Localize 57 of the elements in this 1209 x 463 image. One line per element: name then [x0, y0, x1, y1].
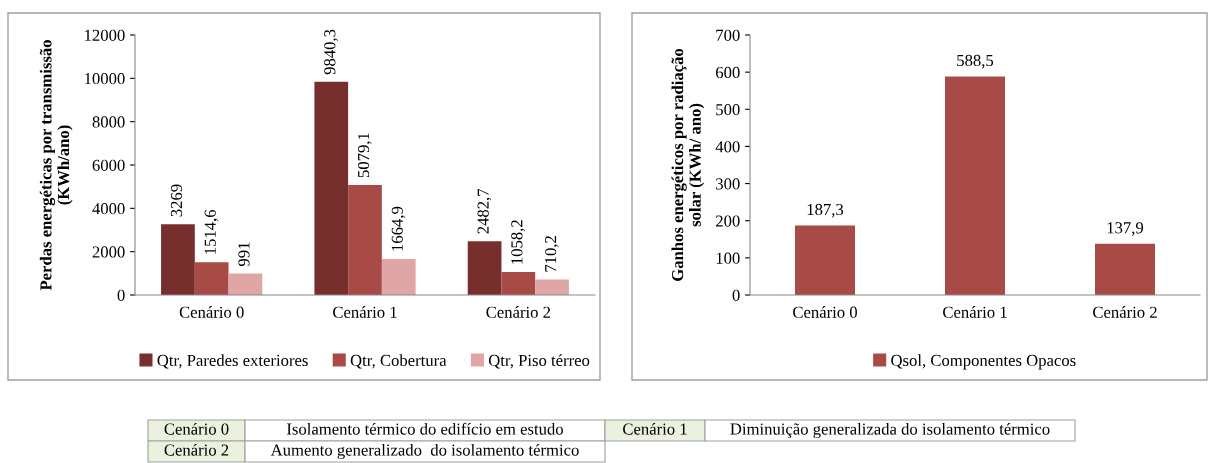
bar — [795, 225, 855, 295]
y-axis-title: Ganhos energéticos por radiação solar (KWh/ ano) — [671, 48, 705, 281]
data-label: 1514,6 — [204, 209, 219, 254]
bar — [1095, 243, 1155, 295]
legend-label: Qsol, Componentes Opacos — [891, 354, 1076, 370]
legend-label: Qtr, Cobertura — [350, 354, 447, 369]
y-tick-label: 300 — [716, 178, 740, 190]
y-axis-title: Perdas energéticas por transmissão (KWh/ano) — [39, 40, 73, 291]
data-label: 187,3 — [807, 203, 844, 218]
y-tick-label: 500 — [716, 103, 740, 116]
bar — [381, 258, 416, 295]
data-label: 137,9 — [1107, 222, 1144, 236]
bar — [348, 184, 382, 295]
y-tick-label: 200 — [716, 215, 740, 227]
legend-label: Qtr, Paredes exteriores — [157, 354, 308, 369]
y-tick-label: 8000 — [92, 116, 125, 128]
text: Isolamento térmico do edifício em estudo — [286, 422, 563, 435]
text: Aumento generalizado do isolamento térmico — [270, 443, 579, 460]
y-tick-label: 10000 — [85, 73, 125, 85]
x-tick-label: Cenário 2 — [486, 306, 551, 318]
y-tick-label: 6000 — [92, 159, 125, 171]
y-tick-label: 400 — [715, 141, 740, 153]
data-label: 2482,7 — [477, 188, 492, 234]
data-label: 1058,2 — [511, 220, 525, 264]
y-tick-label: 600 — [715, 66, 740, 79]
y-tick-label: 12000 — [85, 29, 125, 41]
data-label: 5079,1 — [357, 133, 372, 178]
data-label: 991 — [238, 242, 250, 267]
x-tick-label: Cenário 0 — [179, 306, 244, 318]
x-tick-label: Cenário 1 — [943, 306, 1007, 318]
x-tick-label: Cenário 1 — [333, 306, 397, 318]
data-label: 3269 — [170, 184, 183, 217]
text: Cenário 0 — [164, 422, 229, 435]
bar — [228, 273, 263, 295]
bar — [535, 279, 569, 295]
bar — [501, 272, 536, 295]
bar — [467, 241, 502, 295]
bar — [161, 224, 195, 295]
y-tick-label: 0 — [732, 289, 740, 301]
x-tick-label: Cenário 0 — [793, 306, 857, 318]
text: Cenário 1 — [623, 422, 687, 435]
legend-label: Qtr, Piso térreo — [488, 354, 590, 369]
y-tick-label: 700 — [716, 29, 740, 41]
bar — [194, 262, 229, 295]
bar — [945, 76, 1005, 295]
y-tick-label: 2000 — [92, 246, 125, 258]
y-tick-label: 0 — [117, 289, 125, 301]
text: Diminuição generalizada do isolamento térmico — [730, 422, 1050, 439]
data-label: 588,5 — [957, 54, 994, 69]
y-tick-label: 4000 — [92, 203, 125, 215]
text: Cenário 2 — [164, 443, 229, 456]
x-tick-label: Cenário 2 — [1093, 306, 1157, 318]
data-label: 9840,3 — [324, 29, 338, 75]
data-label: 1664,9 — [391, 206, 406, 251]
bar — [314, 81, 349, 295]
y-tick-label: 100 — [716, 252, 740, 264]
data-label: 710,2 — [544, 236, 559, 272]
